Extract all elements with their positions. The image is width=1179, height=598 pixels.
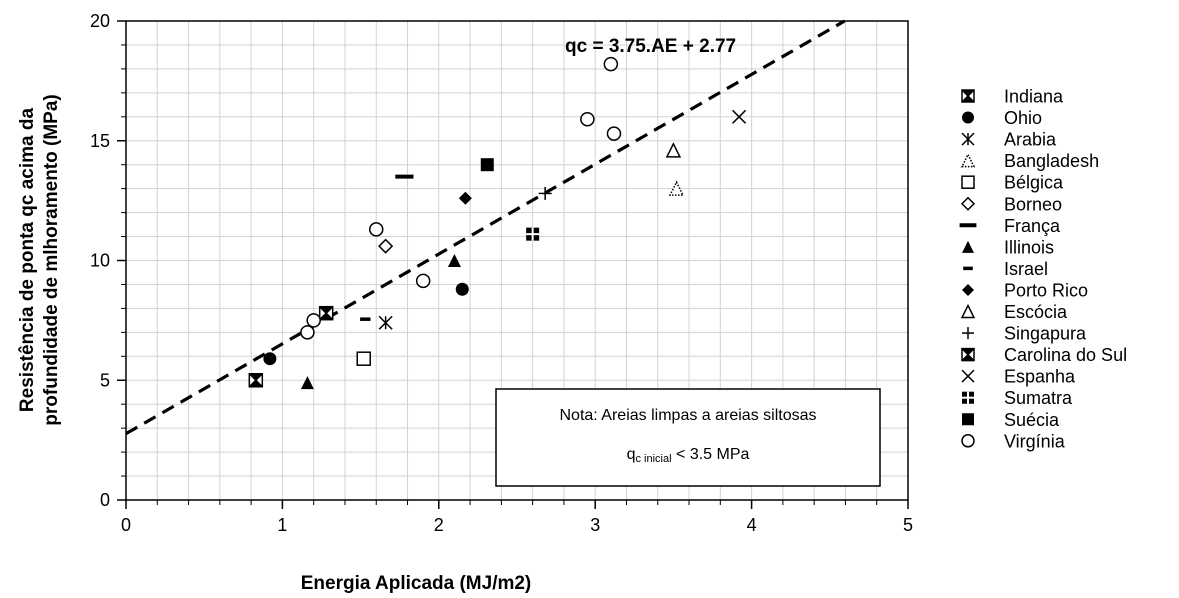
y-axis-title-line-1: Resistência de ponta qc acima da xyxy=(17,108,38,413)
legend-label-franca: França xyxy=(1004,216,1061,236)
point-borneo xyxy=(378,238,394,254)
legend-marker-illinois xyxy=(962,240,974,253)
legend-label-suecia: Suécia xyxy=(1004,410,1060,430)
y-tick-label: 20 xyxy=(90,11,110,31)
point-illinois xyxy=(300,376,314,390)
legend-label-belgica: Bélgica xyxy=(1004,173,1064,193)
data-points xyxy=(248,56,747,390)
point-singapura xyxy=(538,186,552,200)
y-tick-label: 0 xyxy=(100,490,110,510)
point-virginia xyxy=(415,273,431,289)
point-suecia xyxy=(480,158,494,172)
legend-marker-carolina-do-sul xyxy=(961,347,975,362)
point-virginia xyxy=(306,313,321,328)
point-virginia xyxy=(300,325,315,340)
legend-marker-singapura xyxy=(962,327,974,340)
legend-label-virginia: Virgínia xyxy=(1004,431,1066,451)
legend-label-bangladesh: Bangladesh xyxy=(1004,151,1099,171)
note-box: Nota: Areias limpas a areias siltosas qc… xyxy=(495,388,881,487)
x-tick-label: 1 xyxy=(277,515,287,535)
legend-marker-suecia xyxy=(962,413,974,426)
legend-marker-porto-rico xyxy=(962,283,974,296)
point-ohio xyxy=(455,282,469,296)
point-illinois xyxy=(447,254,461,267)
trendline-equation: qc = 3.75.AE + 2.77 xyxy=(565,36,736,57)
legend-label-singapura: Singapura xyxy=(1004,324,1087,344)
note-line-1: Nota: Areias limpas a areias siltosas xyxy=(560,407,817,424)
y-tick-label: 10 xyxy=(90,251,110,271)
point-virginia xyxy=(603,56,619,72)
legend-label-arabia: Arabia xyxy=(1004,130,1057,150)
legend-label-sumatra: Sumatra xyxy=(1004,388,1073,408)
legend-label-carolina-do-sul: Carolina do Sul xyxy=(1004,345,1127,365)
x-tick-label: 3 xyxy=(590,515,600,535)
y-axis-title-line-2: profundidade de mlhoramento (MPa) xyxy=(41,94,62,425)
point-virginia xyxy=(606,126,622,141)
point-arabia xyxy=(378,315,393,330)
point-bangladesh xyxy=(668,180,685,196)
legend-marker-ohio xyxy=(962,111,974,124)
legend-marker-indiana xyxy=(961,89,975,103)
axes: 0 1 2 3 4 5 0 5 10 15 20 xyxy=(90,11,913,535)
point-virginia xyxy=(368,222,384,237)
point-carolina-do-sul xyxy=(248,373,264,388)
note-line-2: qc inicial < 3.5 MPa xyxy=(627,446,750,465)
point-porto-rico xyxy=(458,191,472,205)
legend-marker-espanha xyxy=(961,369,975,383)
legend-label-borneo: Borneo xyxy=(1004,194,1062,214)
legend-marker-borneo xyxy=(960,196,976,211)
point-virginia xyxy=(580,111,595,127)
point-ohio xyxy=(263,352,277,366)
legend-marker-bangladesh xyxy=(960,152,976,168)
trendline xyxy=(125,19,846,436)
y-tick-label: 15 xyxy=(90,131,110,151)
legend-marker-belgica xyxy=(961,175,975,189)
legend-label-illinois: Illinois xyxy=(1004,237,1054,257)
legend: IndianaOhioArabiaBangladeshBélgicaBorneo… xyxy=(959,87,1127,451)
legend-marker-sumatra xyxy=(962,391,974,404)
legend-label-porto-rico: Porto Rico xyxy=(1004,280,1088,300)
legend-label-espanha: Espanha xyxy=(1004,367,1076,387)
x-axis-title: Energia Aplicada (MJ/m2) xyxy=(301,573,532,594)
legend-label-israel: Israel xyxy=(1004,259,1048,279)
legend-marker-arabia xyxy=(961,132,975,146)
legend-marker-virginia xyxy=(961,434,975,448)
point-belgica xyxy=(356,351,371,366)
legend-label-indiana: Indiana xyxy=(1004,87,1064,107)
x-tick-label: 5 xyxy=(903,515,913,535)
point-indiana xyxy=(318,305,334,321)
y-tick-label: 5 xyxy=(100,370,110,390)
legend-label-escocia: Escócia xyxy=(1004,302,1068,322)
x-tick-label: 0 xyxy=(121,515,131,535)
x-tick-label: 4 xyxy=(747,515,757,535)
point-espanha xyxy=(732,109,747,124)
legend-marker-escocia xyxy=(960,303,976,319)
point-sumatra xyxy=(526,227,540,241)
trendline-group xyxy=(125,19,846,436)
point-escocia xyxy=(665,142,682,158)
x-tick-label: 2 xyxy=(434,515,444,535)
legend-label-ohio: Ohio xyxy=(1004,108,1042,128)
